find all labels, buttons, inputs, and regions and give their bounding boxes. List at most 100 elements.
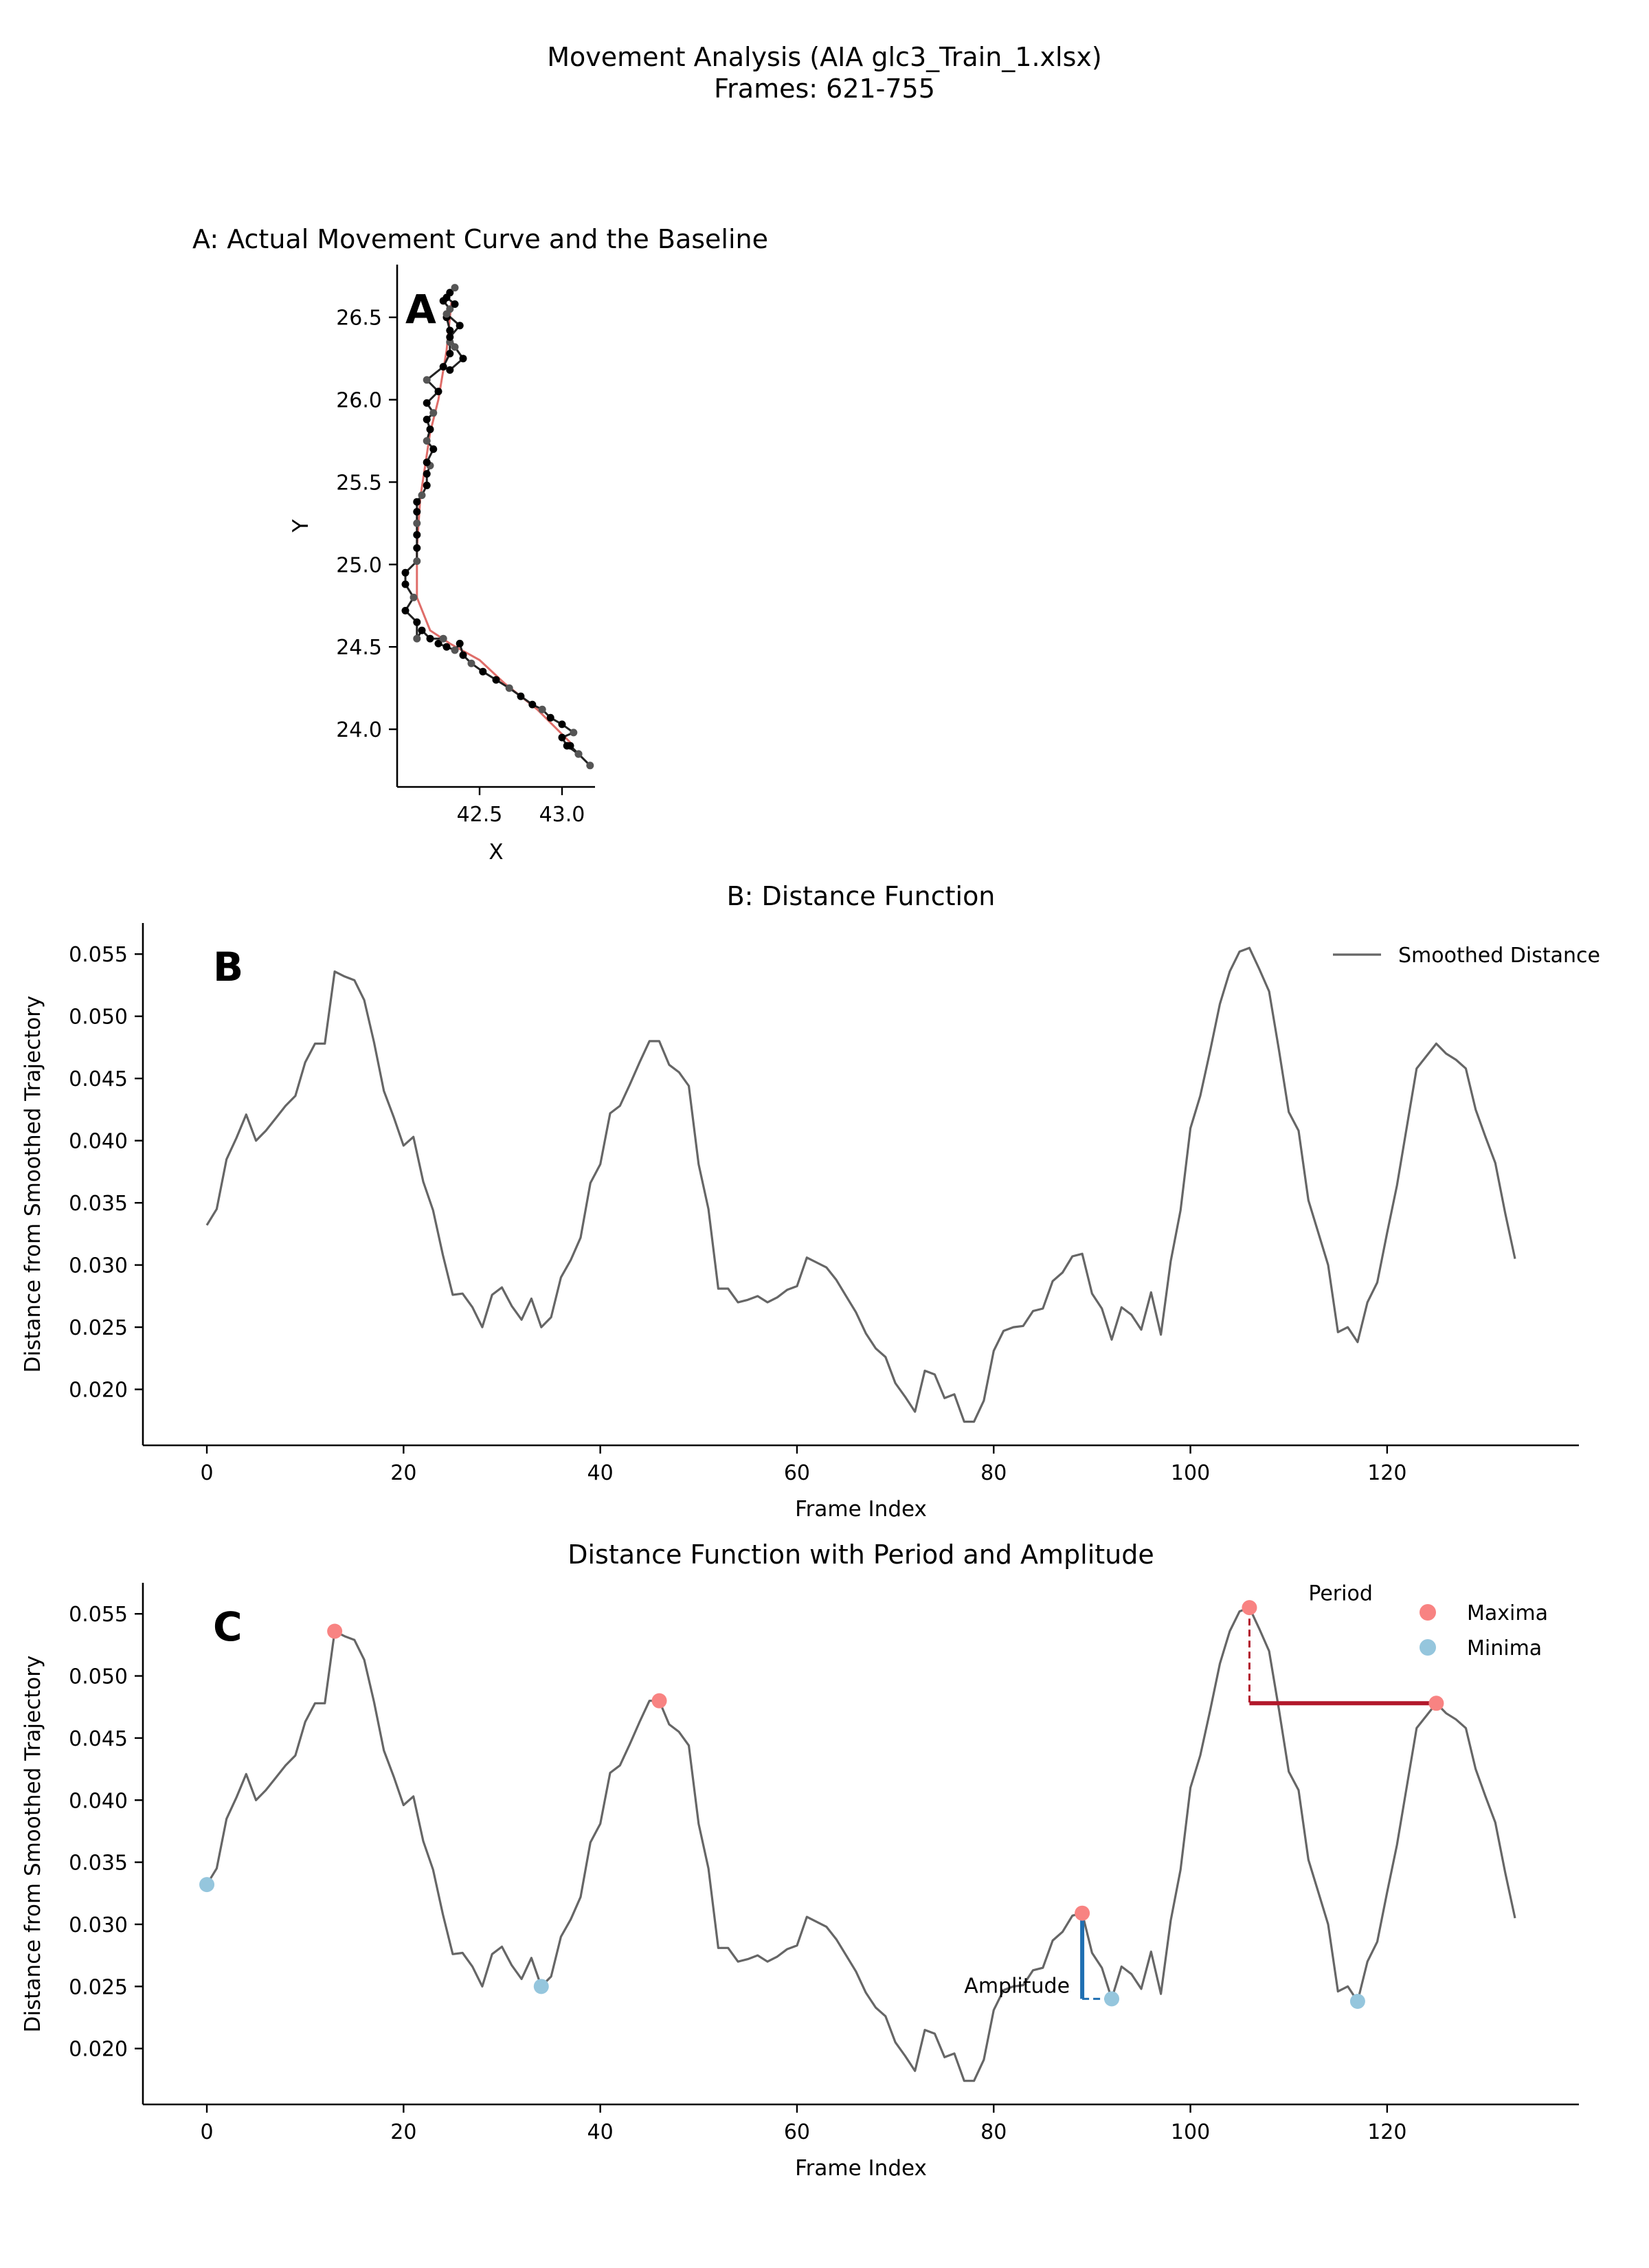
minima-point [199, 1877, 215, 1893]
panel-b-xtick-label: 20 [390, 1461, 416, 1485]
maxima-point [1075, 1905, 1090, 1921]
trajectory-point [439, 634, 447, 643]
panel-c-xtick-label: 40 [587, 2120, 614, 2144]
panel-a-title: A: Actual Movement Curve and the Baselin… [192, 224, 768, 254]
trajectory-point [413, 531, 421, 539]
trajectory-point [413, 618, 421, 626]
trajectory-point [446, 326, 454, 335]
panel-c-plot-area: Period Amplitude [199, 1581, 1516, 2082]
panel-c-ytick-label: 0.035 [69, 1852, 128, 1876]
trajectory-point [517, 692, 525, 700]
trajectory-point [442, 643, 451, 651]
trajectory-point [434, 639, 442, 647]
trajectory-point [429, 409, 438, 417]
trajectory-point [451, 300, 459, 308]
panel-b-ticks: 0 20 40 60 80 100 120 0.020 0.025 0.030 0.035 0.040… [69, 943, 1406, 1485]
panel-b-title: B: Distance Function [727, 881, 996, 911]
panel-a-plot-area [401, 284, 594, 770]
baseline-line [416, 300, 572, 744]
trajectory-point [459, 651, 467, 659]
trajectory-point [413, 498, 421, 506]
maxima-point [1428, 1696, 1444, 1711]
minima-point [1349, 1994, 1365, 2010]
panel-c-ytick-label: 0.030 [69, 1913, 128, 1937]
amplitude-label: Amplitude [964, 1974, 1070, 1998]
trajectory-line [404, 287, 591, 766]
trajectory-point [528, 700, 537, 709]
panel-c-ytick-label: 0.020 [69, 2038, 128, 2062]
panel-b-ytick-label: 0.055 [69, 943, 128, 967]
panel-a-xlabel: X [489, 840, 503, 865]
panel-c-title: Distance Function with Period and Amplit… [568, 1539, 1154, 1570]
trajectory-point [446, 350, 454, 357]
trajectory-point [546, 713, 554, 722]
trajectory-point [423, 470, 431, 478]
panel-a-ticks: 42.5 43.0 24.0 24.5 25.0 25.5 26.0 26.5 [336, 307, 585, 827]
trajectory-point [558, 720, 566, 729]
trajectory-point [401, 580, 410, 588]
trajectory-point [456, 639, 464, 647]
panel-a-ytick-label: 26.0 [336, 389, 382, 413]
trajectory-point [413, 544, 421, 552]
panel-c-ytick-label: 0.040 [69, 1789, 128, 1813]
panel-a-ytick-label: 25.0 [336, 553, 382, 577]
trajectory-point [492, 676, 500, 684]
panel-b-ytick-label: 0.045 [69, 1067, 128, 1091]
trajectory-point [538, 705, 546, 713]
trajectory-point [429, 445, 438, 453]
panel-a-ytick-label: 24.5 [336, 636, 382, 660]
legend-maxima-label: Maxima [1467, 1601, 1548, 1625]
panel-b-xtick-label: 100 [1171, 1461, 1210, 1485]
trajectory-point [423, 399, 431, 407]
panel-c-distance-line [205, 1606, 1516, 2082]
panel-b-plot-area [205, 946, 1516, 1423]
trajectory-point [423, 415, 431, 423]
trajectory-point [413, 634, 421, 643]
maxima-point [327, 1623, 343, 1639]
legend-minima-label: Minima [1467, 1636, 1542, 1660]
maxima-point [1242, 1600, 1257, 1616]
legend-minima-marker [1420, 1639, 1436, 1656]
panel-c-ytick-label: 0.025 [69, 1975, 128, 1999]
trajectory-point [423, 376, 431, 384]
panel-a-ytick-label: 24.0 [336, 718, 382, 742]
panel-b-xtick-label: 0 [201, 1461, 214, 1485]
panel-b-ytick-label: 0.040 [69, 1130, 128, 1154]
trajectory-point [442, 293, 451, 302]
panel-c-ticks: 0 20 40 60 80 100 120 0.020 0.025 0.030 0.035 0.040… [69, 1603, 1406, 2144]
panel-b-ytick-label: 0.025 [69, 1316, 128, 1340]
trajectory-point [451, 343, 459, 351]
suptitle-line1: Movement Analysis (AIA glc3_Train_1.xlsx… [547, 42, 1101, 72]
panel-b-ytick-label: 0.020 [69, 1379, 128, 1403]
panel-b-letter: B [213, 944, 243, 990]
trajectory-point [563, 742, 571, 750]
trajectory-point [439, 363, 447, 371]
panel-a-xtick-label: 42.5 [457, 803, 503, 827]
maxima-point [651, 1693, 667, 1709]
panel-b: B: Distance Function 0 20 40 60 80 100 120 0.02… [21, 881, 1600, 1522]
suptitle-line2: Frames: 621-755 [714, 74, 935, 104]
panel-c-ytick-label: 0.050 [69, 1665, 128, 1689]
panel-c: Distance Function with Period and Amplit… [21, 1539, 1579, 2181]
panel-c-xlabel: Frame Index [795, 2156, 927, 2181]
panel-a-ylabel: Y [289, 519, 313, 533]
panel-b-legend: Smoothed Distance [1333, 944, 1600, 968]
trajectory-point [574, 750, 583, 758]
panel-a-xtick-label: 43.0 [539, 803, 585, 827]
panel-a-ytick-label: 25.5 [336, 471, 382, 495]
trajectory-point [558, 733, 566, 742]
trajectory-point [434, 388, 442, 396]
panel-c-xtick-label: 60 [784, 2120, 810, 2144]
trajectory-point [426, 634, 434, 643]
trajectory-point [467, 659, 475, 667]
trajectory-point [413, 557, 421, 565]
minima-point [533, 1979, 549, 1994]
panel-c-letter: C [213, 1603, 243, 1650]
panel-b-ytick-label: 0.035 [69, 1192, 128, 1216]
trajectory-point [586, 761, 594, 770]
trajectory-point [401, 568, 410, 577]
trajectory-point [442, 310, 451, 318]
panel-b-xtick-label: 80 [980, 1461, 1007, 1485]
trajectory-point [451, 646, 459, 654]
